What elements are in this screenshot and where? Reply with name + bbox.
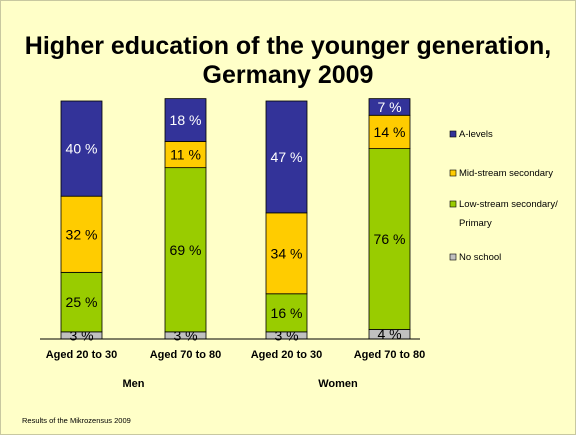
data-label: 40 % [66,141,98,157]
category-label: Aged 20 to 30 [46,349,118,361]
data-label: 76 % [374,231,406,247]
legend-label: Primary [459,218,492,229]
group-label: Men [123,378,145,390]
data-label: 7 % [377,99,401,115]
data-label: 25 % [66,294,98,310]
legend-label: Low-stream secondary/ [459,199,558,210]
legend-swatch [450,131,456,137]
data-label: 16 % [271,305,303,321]
data-label: 32 % [66,226,98,242]
stacked-bar-chart: 3 %25 %32 %40 %Aged 20 to 303 %69 %11 %1… [0,0,576,410]
data-label: 14 % [374,124,406,140]
data-label: 34 % [271,245,303,261]
data-label: 47 % [271,149,303,165]
legend-swatch [450,170,456,176]
group-label: Women [318,378,358,390]
data-label: 18 % [170,112,202,128]
data-label: 11 % [170,147,201,163]
category-label: Aged 20 to 30 [251,349,323,361]
legend-label: Mid-stream secondary [459,168,553,179]
source-note: Results of the Mikrozensus 2009 [22,416,131,425]
legend-swatch [450,254,456,260]
data-label: 69 % [170,242,202,258]
category-label: Aged 70 to 80 [354,349,426,361]
legend-label: No school [459,252,501,263]
legend-swatch [450,201,456,207]
legend-label: A-levels [459,129,493,140]
category-label: Aged 70 to 80 [150,349,222,361]
